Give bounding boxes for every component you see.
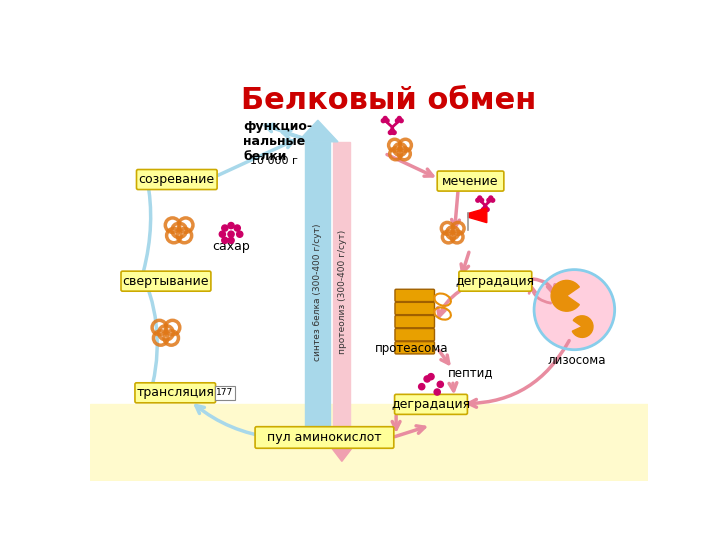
Text: протеасома: протеасома xyxy=(375,342,449,355)
Circle shape xyxy=(382,119,385,123)
Text: лизосома: лизосома xyxy=(547,354,606,367)
FancyBboxPatch shape xyxy=(437,171,504,191)
Circle shape xyxy=(485,208,489,212)
FancyBboxPatch shape xyxy=(395,302,434,315)
Circle shape xyxy=(428,374,434,380)
Circle shape xyxy=(424,376,431,382)
Circle shape xyxy=(437,381,444,387)
FancyBboxPatch shape xyxy=(137,170,217,190)
Circle shape xyxy=(476,198,480,202)
Circle shape xyxy=(400,119,403,123)
Circle shape xyxy=(222,237,228,244)
Wedge shape xyxy=(572,316,593,338)
Circle shape xyxy=(392,131,396,134)
Circle shape xyxy=(418,383,425,390)
Circle shape xyxy=(388,131,392,134)
Polygon shape xyxy=(297,120,338,142)
Circle shape xyxy=(228,222,234,228)
Bar xyxy=(333,142,351,442)
FancyBboxPatch shape xyxy=(395,315,434,328)
Text: свертывание: свертывание xyxy=(122,275,210,288)
FancyBboxPatch shape xyxy=(395,342,434,354)
Circle shape xyxy=(434,389,441,395)
FancyBboxPatch shape xyxy=(255,427,394,448)
Circle shape xyxy=(487,198,491,202)
FancyBboxPatch shape xyxy=(395,328,434,341)
Circle shape xyxy=(397,117,401,120)
Text: созревание: созревание xyxy=(139,173,215,186)
Text: 10 000 г: 10 000 г xyxy=(251,156,298,166)
FancyBboxPatch shape xyxy=(395,394,467,414)
FancyBboxPatch shape xyxy=(395,289,434,301)
Circle shape xyxy=(478,196,482,200)
Circle shape xyxy=(534,269,615,350)
FancyBboxPatch shape xyxy=(459,271,532,291)
Circle shape xyxy=(237,231,243,237)
Circle shape xyxy=(489,196,492,200)
Circle shape xyxy=(390,129,394,132)
Polygon shape xyxy=(468,208,487,222)
Circle shape xyxy=(482,208,485,212)
Text: протеолиз (300-400 г/сут): протеолиз (300-400 г/сут) xyxy=(338,230,347,354)
Text: 177: 177 xyxy=(216,388,233,397)
Circle shape xyxy=(222,225,228,231)
FancyBboxPatch shape xyxy=(135,383,215,403)
Text: сахар: сахар xyxy=(212,240,250,253)
Circle shape xyxy=(480,198,484,202)
Text: деградация: деградация xyxy=(392,398,471,411)
Circle shape xyxy=(228,231,234,237)
Text: функцио-
нальные
белки: функцио- нальные белки xyxy=(243,120,312,163)
Bar xyxy=(90,403,648,481)
Circle shape xyxy=(383,117,387,120)
Wedge shape xyxy=(551,280,580,311)
Circle shape xyxy=(483,205,487,209)
Circle shape xyxy=(234,225,240,231)
Text: пептид: пептид xyxy=(448,366,493,379)
Bar xyxy=(305,142,330,442)
Circle shape xyxy=(220,231,225,237)
Text: деградация: деградация xyxy=(456,275,535,288)
Text: синтез белка (300-400 г/сут): синтез белка (300-400 г/сут) xyxy=(312,223,322,361)
Text: мечение: мечение xyxy=(442,174,499,187)
Text: Белковый обмен: Белковый обмен xyxy=(241,86,536,116)
Text: трансляция: трансляция xyxy=(136,386,214,399)
FancyBboxPatch shape xyxy=(121,271,211,291)
Circle shape xyxy=(228,237,234,244)
Polygon shape xyxy=(327,442,356,461)
Circle shape xyxy=(395,119,400,123)
Text: пул аминокислот: пул аминокислот xyxy=(267,431,382,444)
FancyBboxPatch shape xyxy=(215,386,235,400)
Circle shape xyxy=(385,119,389,123)
Circle shape xyxy=(491,198,495,202)
